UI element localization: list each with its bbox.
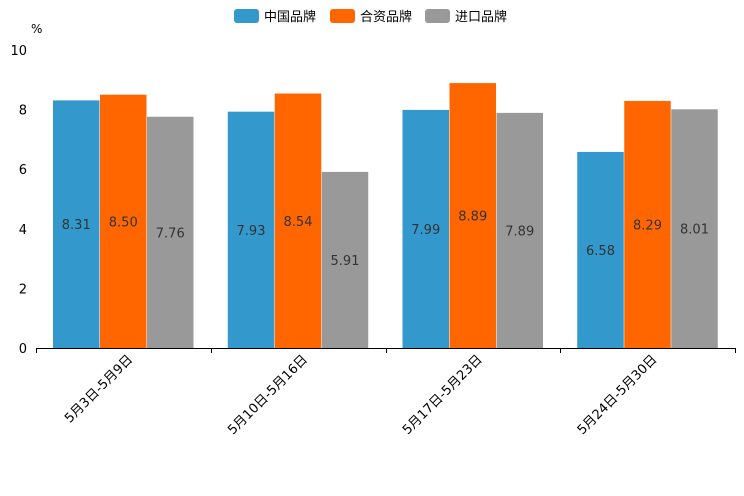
value-labels: 8.31 8.50 7.76 7.93 8.54 5.91 7.99 8.89 7.89 6.58…: [62, 210, 709, 269]
bar-1-3: [147, 116, 194, 348]
bar-3-3: [496, 112, 543, 349]
bar-4-3: [671, 109, 718, 348]
y-tick-label: 2: [19, 282, 27, 297]
y-tick-label: 6: [19, 163, 27, 178]
bar-3-1: [402, 109, 449, 348]
value-label: 8.54: [284, 215, 313, 230]
value-label: 8.50: [109, 215, 138, 230]
value-label: 7.93: [237, 224, 266, 239]
y-tick-label: 0: [19, 342, 27, 357]
value-label: 8.01: [680, 223, 709, 238]
legend-label-3: 进口品牌: [455, 9, 507, 25]
y-tick-label: 10: [10, 44, 27, 59]
legend-label-1: 中国品牌: [264, 9, 316, 25]
x-category-label: 5月3日-5月9日: [62, 352, 136, 426]
x-category-label: 5月17日-5月23日: [400, 352, 486, 438]
legend-label-2: 合资品牌: [360, 9, 412, 25]
bar-4-1: [577, 151, 624, 348]
bars: [53, 83, 718, 349]
bar-1-2: [100, 94, 147, 348]
value-label: 5.91: [331, 254, 360, 269]
x-category-label: 5月24日-5月30日: [575, 352, 661, 438]
value-label: 7.89: [505, 224, 534, 239]
value-label: 8.31: [62, 218, 91, 233]
legend: 中国品牌 合资品牌 进口品牌: [234, 9, 507, 25]
value-label: 7.99: [411, 223, 440, 238]
value-label: 8.89: [458, 210, 487, 225]
bar-3-2: [449, 83, 496, 348]
y-tick-label: 4: [19, 223, 27, 238]
x-category-label: 5月10日-5月16日: [225, 352, 311, 438]
value-label: 8.29: [633, 218, 662, 233]
bar-1-1: [53, 100, 100, 348]
y-axis-unit: %: [31, 22, 42, 36]
bar-4-2: [624, 100, 671, 348]
x-axis: 5月3日-5月9日 5月10日-5月16日 5月17日-5月23日 5月24日-5月3…: [36, 348, 736, 438]
bar-2-1: [227, 111, 275, 348]
bar-2-3: [321, 171, 369, 348]
bar-2-2: [274, 93, 322, 349]
y-tick-label: 8: [19, 104, 27, 119]
y-axis-ticks: 0 2 4 6 8 10: [10, 44, 27, 357]
value-label: 6.58: [586, 244, 615, 259]
legend-swatch-2: [330, 9, 355, 23]
legend-swatch-3: [425, 9, 450, 23]
legend-swatch-1: [234, 9, 259, 23]
value-label: 7.76: [156, 226, 185, 241]
